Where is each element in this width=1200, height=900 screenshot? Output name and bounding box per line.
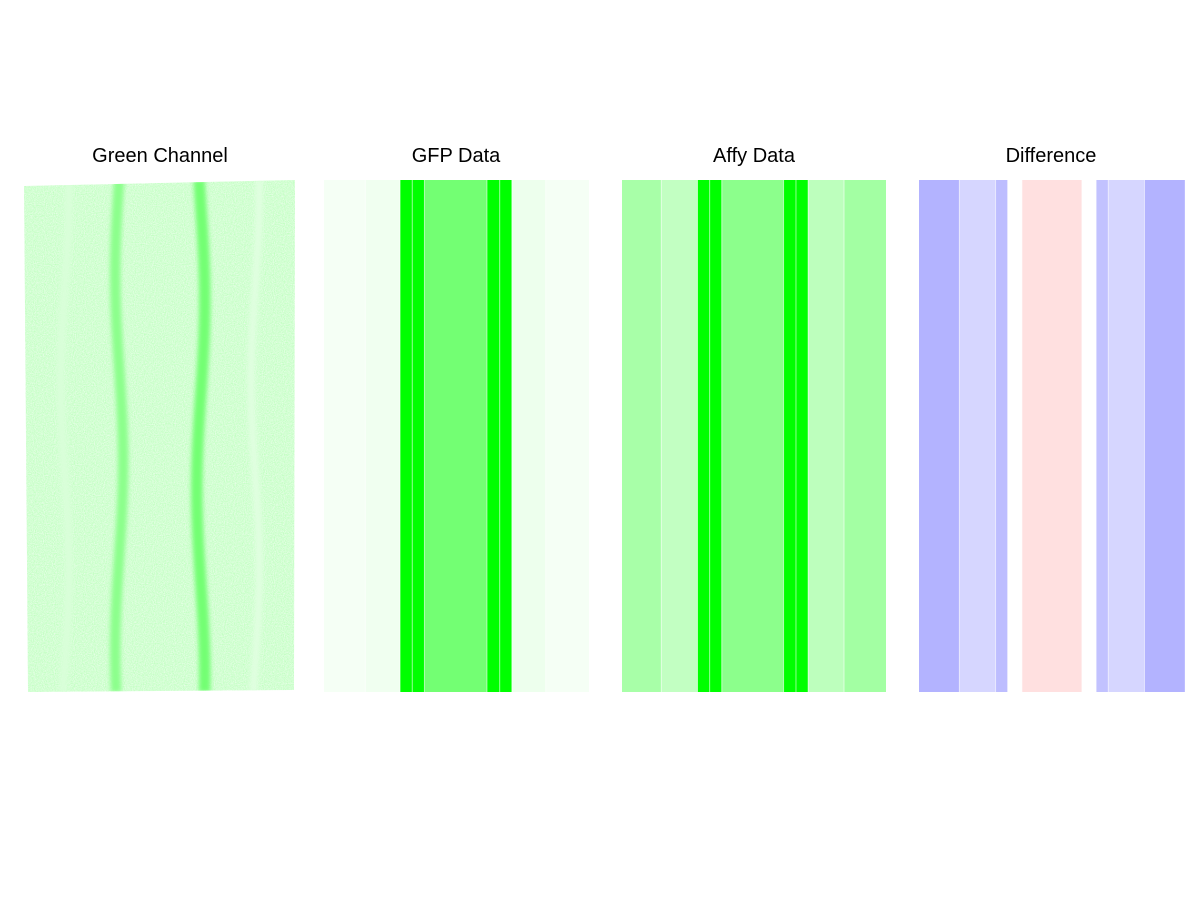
column-separator [1021,180,1023,692]
column-separator [545,180,547,692]
affy-data-heatmap [622,180,886,692]
column-separator [423,180,425,692]
column-separator [709,180,711,692]
column-separator [1143,180,1145,692]
column-separator [783,180,785,692]
affy-data-panel: Affy Data [622,145,886,692]
panel-title-difference: Difference [1006,145,1097,167]
heatmap-column [1108,180,1145,692]
heatmap-column [661,180,698,692]
column-separator [411,180,413,692]
microscopy-stripe [191,180,211,692]
column-separator [795,180,797,692]
heatmap-column [721,180,784,692]
heatmap-column [808,180,845,692]
heatmap-column [697,180,710,692]
panel-title-gfp-data: GFP Data [412,145,501,167]
heatmap-column [959,180,996,692]
column-separator [697,180,699,692]
gfp-data-panel: GFP Data [324,145,589,692]
column-separator [364,180,366,692]
panel-title-green-channel: Green Channel [92,145,228,167]
heatmap-column [1144,180,1185,692]
column-separator [843,180,845,692]
difference-panel: Difference [919,145,1185,692]
column-separator [499,180,501,692]
column-separator [511,180,513,692]
column-separator [1007,180,1009,692]
column-separator [486,180,488,692]
heatmap-column [486,180,500,692]
heatmap-column [795,180,809,692]
heatmap-column [1007,180,1022,692]
microscopy-stripes [57,180,263,692]
column-separator [995,180,997,692]
difference-heatmap [919,180,1185,692]
heatmap-column [1081,180,1097,692]
column-separator [1107,180,1109,692]
column-separator [1081,180,1083,692]
heatmap-column [424,180,487,692]
heatmap-column [545,180,589,692]
microscopy-stripe [109,180,129,692]
microscopy-stripe [57,180,73,692]
heatmap-column [499,180,512,692]
heatmap-column [511,180,546,692]
column-separator [958,180,960,692]
heatmap-column [919,180,960,692]
heatmap-column [622,180,662,692]
heatmap-column [995,180,1008,692]
heatmap-column [412,180,425,692]
panel-title-affy-data: Affy Data [713,145,796,167]
column-separator [807,180,809,692]
heatmap-column [1096,180,1109,692]
green-channel-panel: Green Channel [24,145,295,692]
column-separator [721,180,723,692]
column-separator [660,180,662,692]
microscopy-stripe [247,180,263,692]
heatmap-column [365,180,401,692]
heatmap-column [709,180,722,692]
microscopy-image [24,180,295,692]
heatmap-column [400,180,413,692]
heatmap-column [324,180,366,692]
heatmap-column [1021,180,1082,692]
gfp-data-heatmap [324,180,589,692]
heatmap-column [783,180,796,692]
column-separator [399,180,401,692]
column-separator [1095,180,1097,692]
heatmap-column [844,180,886,692]
